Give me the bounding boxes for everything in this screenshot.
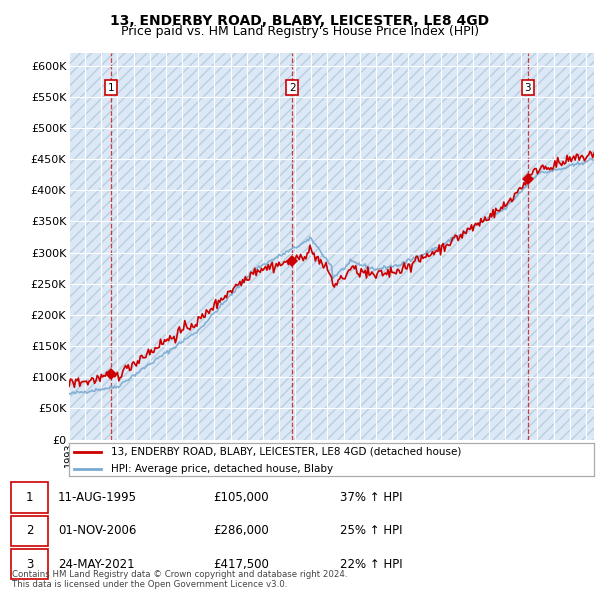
Text: 2: 2 [289, 83, 296, 93]
Text: 1: 1 [107, 83, 115, 93]
Text: 3: 3 [26, 558, 33, 571]
Text: 22% ↑ HPI: 22% ↑ HPI [340, 558, 403, 571]
Text: £286,000: £286,000 [214, 525, 269, 537]
Text: 3: 3 [524, 83, 531, 93]
Text: Price paid vs. HM Land Registry's House Price Index (HPI): Price paid vs. HM Land Registry's House … [121, 25, 479, 38]
Text: £105,000: £105,000 [214, 491, 269, 504]
Text: 1: 1 [26, 491, 34, 504]
Text: 13, ENDERBY ROAD, BLABY, LEICESTER, LE8 4GD (detached house): 13, ENDERBY ROAD, BLABY, LEICESTER, LE8 … [111, 447, 461, 457]
Text: 01-NOV-2006: 01-NOV-2006 [58, 525, 136, 537]
FancyBboxPatch shape [11, 516, 48, 546]
Text: HPI: Average price, detached house, Blaby: HPI: Average price, detached house, Blab… [111, 464, 333, 474]
FancyBboxPatch shape [11, 549, 48, 579]
Text: 25% ↑ HPI: 25% ↑ HPI [340, 525, 403, 537]
Text: 2: 2 [26, 525, 34, 537]
Text: 37% ↑ HPI: 37% ↑ HPI [340, 491, 403, 504]
Text: 11-AUG-1995: 11-AUG-1995 [58, 491, 137, 504]
Text: 13, ENDERBY ROAD, BLABY, LEICESTER, LE8 4GD: 13, ENDERBY ROAD, BLABY, LEICESTER, LE8 … [110, 14, 490, 28]
Text: 24-MAY-2021: 24-MAY-2021 [58, 558, 135, 571]
Text: Contains HM Land Registry data © Crown copyright and database right 2024.
This d: Contains HM Land Registry data © Crown c… [12, 570, 347, 589]
Text: £417,500: £417,500 [214, 558, 269, 571]
FancyBboxPatch shape [11, 482, 48, 513]
